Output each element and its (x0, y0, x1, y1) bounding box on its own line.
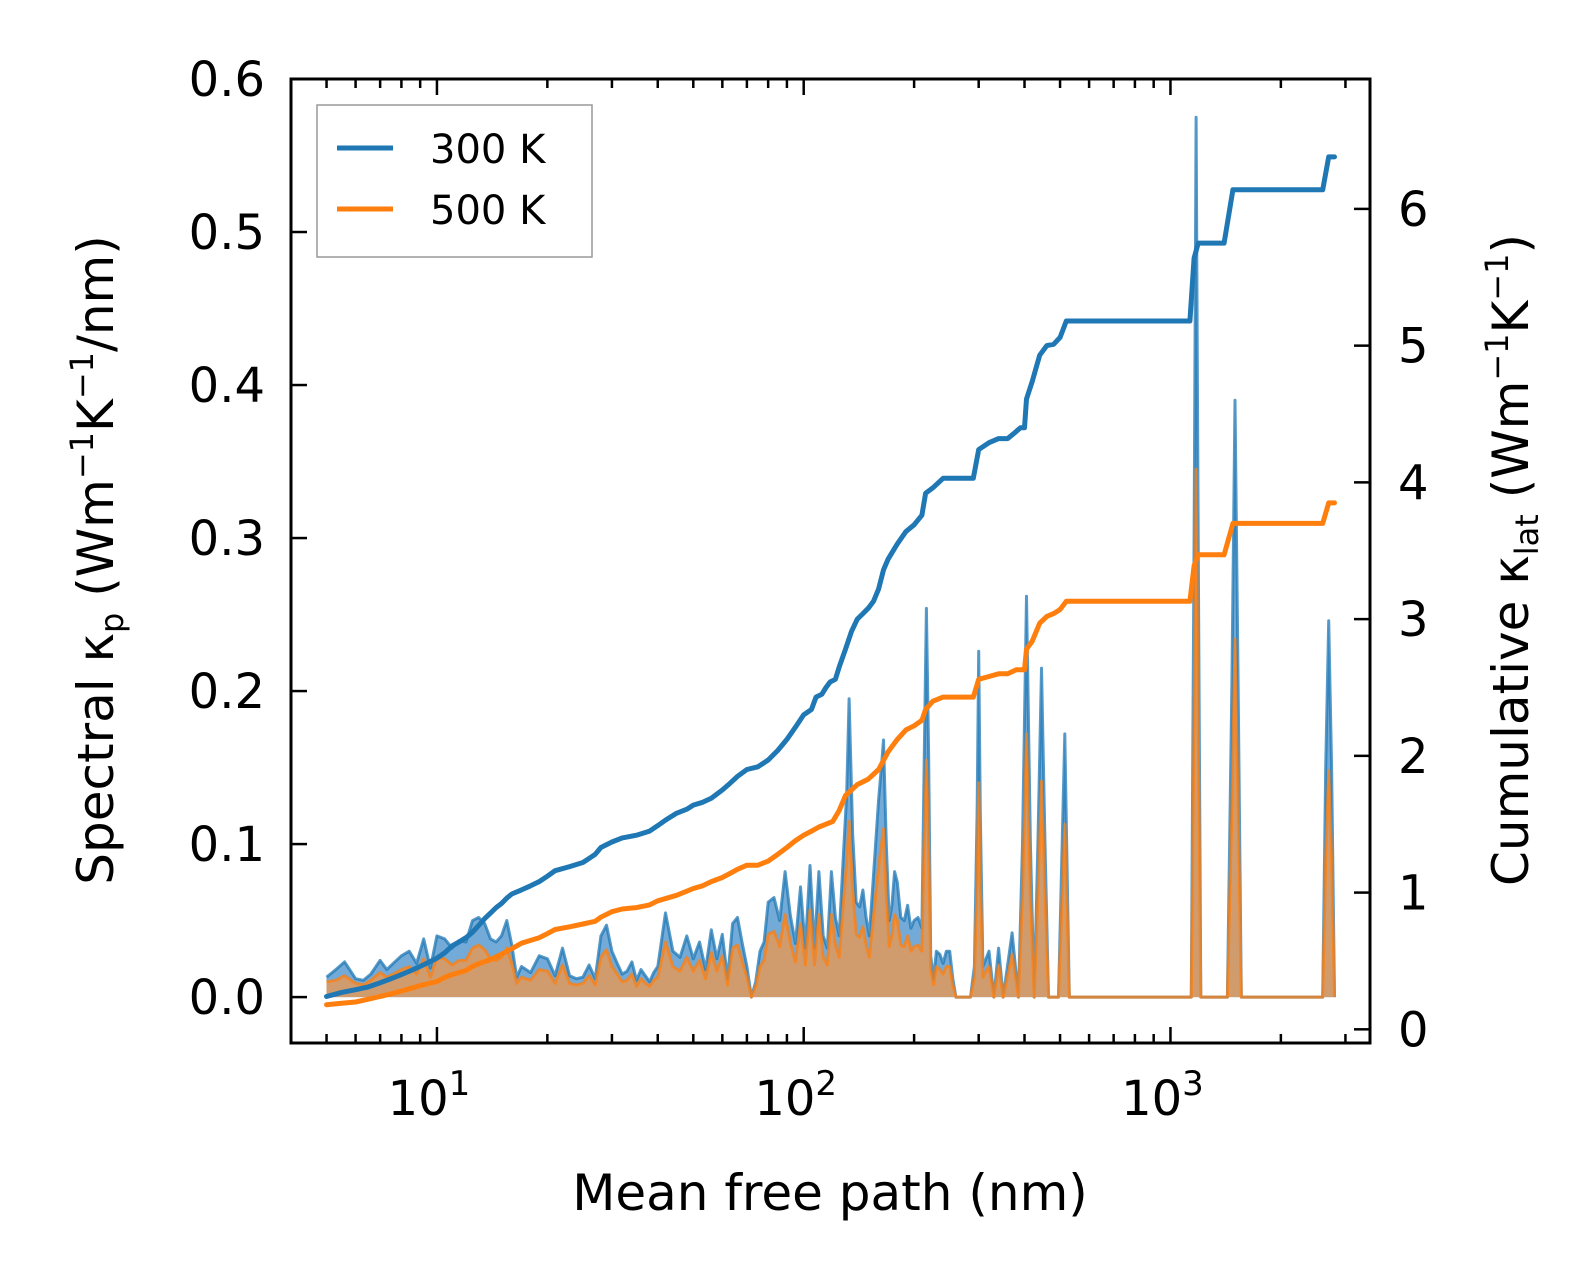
x-tick-label: 101 (388, 1064, 471, 1127)
y-right-tick-label: 6 (1398, 182, 1429, 238)
legend: 300 K 500 K (316, 104, 593, 258)
x-tick-label: 102 (754, 1064, 837, 1127)
right-y-axis-title: Cumulative κlat (Wm−1K−1) (1478, 234, 1546, 886)
y-left-tick-label: 0.3 (189, 511, 265, 567)
legend-box (316, 104, 593, 258)
legend-label-300k: 300 K (430, 127, 547, 173)
left-y-axis-ticks: 0.0 0.1 0.2 0.3 0.4 0.5 0.6 (189, 52, 307, 1026)
y-right-tick-label: 2 (1398, 729, 1429, 785)
y-right-tick-label: 1 (1398, 866, 1429, 922)
x-tick-label: 103 (1121, 1064, 1204, 1127)
plot-frame (289, 77, 1372, 1045)
y-right-tick-label: 4 (1398, 455, 1429, 511)
y-right-tick-label: 0 (1398, 1002, 1429, 1058)
y-right-tick-label: 5 (1398, 319, 1429, 375)
y-left-tick-label: 0.6 (189, 52, 265, 108)
y-left-tick-label: 0.5 (189, 205, 265, 261)
left-y-axis-title: Spectral κp (Wm−1K−1/nm) (63, 235, 131, 885)
y-left-tick-label: 0.4 (189, 358, 265, 414)
spectral-line-500k (326, 467, 1336, 999)
spectral-area-layer (325, 115, 1336, 999)
spectral-area-500k (326, 469, 1335, 998)
cumulative-line-layer (324, 154, 1337, 1008)
x-axis-title: Mean free path (nm) (572, 1164, 1088, 1222)
y-left-tick-label: 0.2 (189, 664, 265, 720)
legend-label-500k: 500 K (430, 188, 547, 234)
cumulative-line-300k (324, 154, 1337, 999)
x-axis-ticks: 101 102 103 (289, 79, 1347, 1127)
y-left-tick-label: 0.0 (189, 970, 265, 1026)
y-right-tick-label: 3 (1398, 592, 1429, 648)
cumulative-line-500k (324, 500, 1337, 1008)
y-left-tick-label: 0.1 (189, 817, 265, 873)
right-y-axis-ticks: 0 1 2 3 4 5 6 (1354, 182, 1429, 1058)
